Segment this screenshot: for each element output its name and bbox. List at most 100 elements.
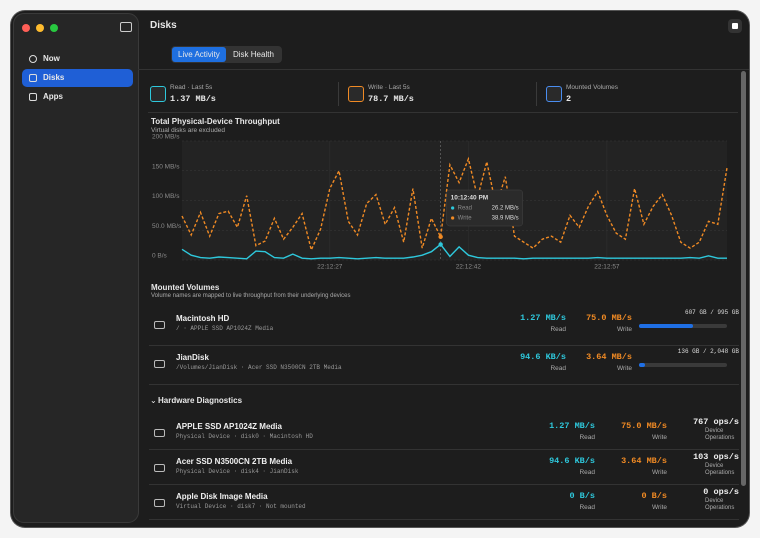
section-subtitle: Volume names are mapped to live throughp… [151,293,351,299]
y-tick-label: 100 MB/s [152,193,180,200]
window: Now Disks Apps Disks Live Activity Disk Hea… [11,11,749,527]
window-title: Disks [150,20,177,31]
y-tick-label: 50.0 MB/s [152,223,182,230]
read-label: Read [550,326,566,333]
write-value: 75.0 MB/s [621,421,667,431]
sidebar-item[interactable]: Apps [22,88,133,106]
device-row: Acer SSD N3500CN 2TB Media Physical Devic… [149,450,739,485]
ops-label: Device Operations [705,498,735,511]
scrollbar[interactable] [741,71,746,486]
section-title: Mounted Volumes [151,283,220,292]
series-line [181,243,727,260]
divider [148,112,738,113]
write-value: 3.64 MB/s [586,352,632,362]
stat-value: 2 [566,94,572,104]
usage-bar [639,324,727,328]
write-label: Write [651,469,667,476]
divider [338,82,339,106]
disk-icon [154,429,165,437]
x-tick-label: 22:12:42 [456,264,482,271]
sidebar-icon [29,93,37,101]
read-value: 94.6 KB/s [549,456,595,466]
stat-label: Write · Last 5s [368,84,410,91]
stat-label: Mounted Volumes [566,84,619,91]
disk-icon [154,499,165,507]
tooltip-value: 38.9 MB/s [492,216,519,222]
write-label: Write [651,504,667,511]
read-label: Read [579,434,595,441]
write-value: 3.64 MB/s [621,456,667,466]
tab[interactable]: Disk Health [233,50,274,59]
row-name: Acer SSD N3500CN 2TB Media [176,457,293,466]
toolbar-icon [732,23,738,29]
sidebar-item[interactable]: Now [22,50,133,68]
tooltip-name: Write [458,216,473,222]
usage-fill [639,363,645,367]
tooltip-swatch [451,216,455,220]
read-label: Read [550,365,566,372]
read-value: 1.27 MB/s [549,421,595,431]
tooltip-name: Read [458,206,472,212]
read-value: 1.27 MB/s [520,313,566,323]
chart: 0 B/s 50.0 MB/s 100 MB/s 150 MB/s 200 MB/s 22… [152,134,728,271]
row-detail: Physical Device · disk0 · Macintosh HD [176,433,313,440]
ops-value: 767 ops/s [693,417,739,427]
device-row: APPLE SSD AP1024Z Media Physical Device ·… [149,415,739,450]
write-label: Write [651,434,667,441]
y-tick-label: 0 B/s [152,253,168,260]
stat-value: 78.7 MB/s [368,94,414,104]
section-chevron[interactable]: ⌄ [150,396,157,405]
stat-icon [348,86,364,102]
ops-label: Device Operations [705,428,735,441]
read-value: 94.6 KB/s [520,352,566,362]
row-name: Macintosh HD [176,314,230,323]
stat-icon [546,86,562,102]
ops-label: Device Operations [705,463,735,476]
hover-point [438,234,443,240]
zoom-button[interactable] [50,24,58,32]
tooltip-swatch [451,206,455,210]
series-line [181,156,728,253]
y-tick-label: 150 MB/s [152,163,180,170]
divider [138,69,749,70]
disk-icon [154,321,165,329]
stat-icon [150,86,166,102]
usage-fill [639,324,693,328]
sidebar-icon [29,55,37,63]
sidebar: Now Disks Apps [13,13,139,523]
toolbar-button[interactable] [728,19,742,33]
ops-value: 0 ops/s [703,487,739,497]
disk-icon [154,464,165,472]
stat-value: 1.37 MB/s [170,94,216,104]
read-label: Read [579,504,595,511]
chart-title: Total Physical-Device Throughput [151,117,280,126]
row-name: Apple Disk Image Media [176,492,268,501]
x-tick-label: 22:12:57 [594,264,620,271]
tooltip-time: 10:12:40 PM [451,195,489,202]
row-name: JianDisk [176,353,209,362]
row-detail: Physical Device · disk4 · JianDisk [176,468,299,475]
minimize-button[interactable] [36,24,44,32]
write-value: 0 B/s [641,491,667,501]
usage-text: 136 GB / 2,048 GB [677,348,739,355]
row-detail: /Volumes/JianDisk · Acer SSD N3500CN 2TB… [176,364,342,371]
row-name: APPLE SSD AP1024Z Media [176,422,282,431]
sidebar-item[interactable]: Disks [22,69,133,87]
chart-subtitle: Virtual disks are excluded [151,127,225,134]
device-row: Apple Disk Image Media Virtual Device · d… [149,485,739,520]
read-value: 0 B/s [569,491,595,501]
tooltip-value: 26.2 MB/s [492,206,519,212]
row-detail: / · APPLE SSD AP1024Z Media [176,325,274,332]
write-label: Write [616,365,632,372]
tab[interactable]: Live Activity [172,47,226,62]
y-tick-label: 200 MB/s [152,134,180,141]
section-title[interactable]: Hardware Diagnostics [158,396,243,405]
volume-row: JianDisk/Volumes/JianDisk · Acer SSD N35… [149,346,739,385]
write-value: 75.0 MB/s [586,313,632,323]
close-button[interactable] [22,24,30,32]
tooltip [446,189,523,227]
hover-point [438,242,443,247]
stat-label: Read · Last 5s [170,84,213,91]
sidebar-toggle[interactable] [120,22,132,32]
usage-text: 607 GB / 995 GB [684,309,739,316]
